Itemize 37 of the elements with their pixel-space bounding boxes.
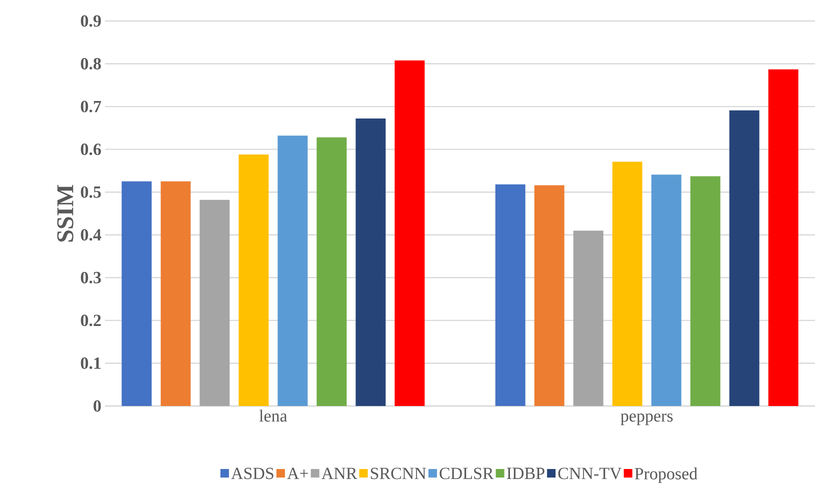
legend-label: IDBP <box>506 468 544 479</box>
bar <box>238 154 269 406</box>
legend-label: Proposed <box>634 467 698 483</box>
y-tick-label: 0.2 <box>80 314 101 326</box>
y-tick-label: 0.8 <box>80 58 101 70</box>
y-tick-label: 0.4 <box>80 229 102 241</box>
bar <box>122 181 152 406</box>
bar <box>573 230 604 406</box>
y-tick-label: 0.7 <box>80 100 102 112</box>
y-tick-label: 0.3 <box>80 272 101 284</box>
legend-label: CNN-TV <box>558 468 622 480</box>
bar <box>651 174 682 406</box>
bar <box>495 184 526 406</box>
y-axis-title: SSIM <box>57 184 74 242</box>
bar <box>729 110 760 406</box>
bar <box>200 200 230 406</box>
bar <box>394 60 425 406</box>
y-tick-label: 0 <box>94 400 101 412</box>
x-tick-label: lena <box>259 410 288 422</box>
y-tick-label: 0.9 <box>80 15 101 27</box>
y-tick-label: 0.5 <box>80 186 101 198</box>
legend-label: A+ <box>287 468 308 479</box>
y-tick-label: 0.1 <box>80 357 101 369</box>
bar <box>356 118 386 406</box>
bar <box>534 185 564 406</box>
legend-label: ANR <box>322 468 358 479</box>
x-tick-label: peppers <box>620 414 673 426</box>
bar <box>768 69 798 406</box>
bar <box>316 137 347 406</box>
legend-label: ASDS <box>231 468 274 480</box>
legend-label: CDLSR <box>440 468 494 480</box>
legend-label: SRCNN <box>370 468 426 480</box>
y-tick-label: 0.6 <box>80 144 101 156</box>
bar <box>160 181 191 406</box>
bar <box>612 162 642 406</box>
bar <box>690 176 720 406</box>
bar <box>278 136 308 406</box>
